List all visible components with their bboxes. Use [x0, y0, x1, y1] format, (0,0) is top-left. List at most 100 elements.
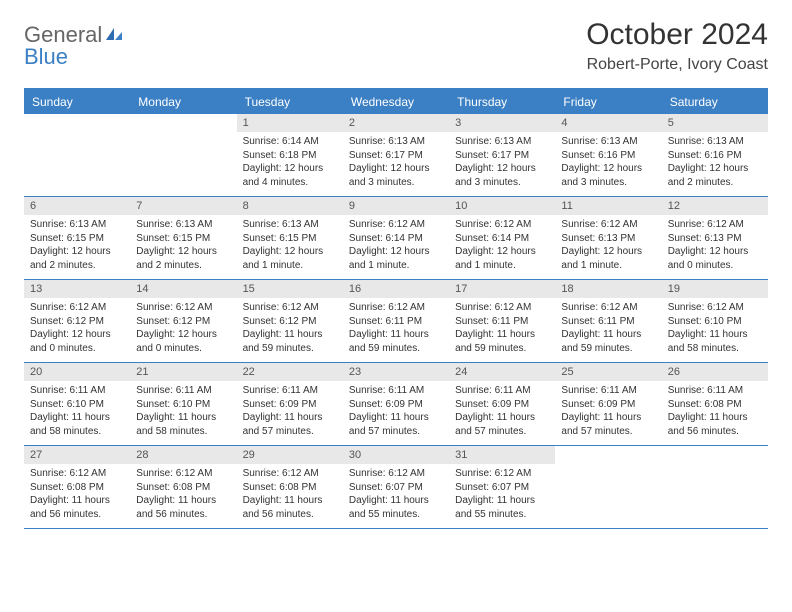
- daylight-text: Daylight: 11 hours: [561, 328, 655, 342]
- page-header: General Blue October 2024 Robert-Porte, …: [24, 18, 768, 74]
- day-number: 2: [343, 114, 449, 132]
- daylight-text: Daylight: 11 hours: [668, 328, 762, 342]
- sunrise-text: Sunrise: 6:12 AM: [30, 301, 124, 315]
- sunset-text: Sunset: 6:10 PM: [668, 315, 762, 329]
- calendar-cell: 15Sunrise: 6:12 AMSunset: 6:12 PMDayligh…: [237, 280, 343, 362]
- day-header-thursday: Thursday: [449, 90, 555, 114]
- calendar-cell: 1Sunrise: 6:14 AMSunset: 6:18 PMDaylight…: [237, 114, 343, 196]
- location-subtitle: Robert-Porte, Ivory Coast: [586, 56, 768, 74]
- day-number: 19: [662, 280, 768, 298]
- day-number: 9: [343, 197, 449, 215]
- day-number: 26: [662, 363, 768, 381]
- cell-body: Sunrise: 6:11 AMSunset: 6:09 PMDaylight:…: [449, 381, 555, 444]
- sunset-text: Sunset: 6:07 PM: [349, 481, 443, 495]
- cell-body: Sunrise: 6:11 AMSunset: 6:09 PMDaylight:…: [555, 381, 661, 444]
- daylight-text: and 58 minutes.: [30, 425, 124, 439]
- daylight-text: and 57 minutes.: [455, 425, 549, 439]
- calendar-cell: 20Sunrise: 6:11 AMSunset: 6:10 PMDayligh…: [24, 363, 130, 445]
- sunrise-text: Sunrise: 6:12 AM: [455, 467, 549, 481]
- weeks-container: 1Sunrise: 6:14 AMSunset: 6:18 PMDaylight…: [24, 114, 768, 529]
- day-header-monday: Monday: [130, 90, 236, 114]
- daylight-text: and 1 minute.: [455, 259, 549, 273]
- calendar-cell: 16Sunrise: 6:12 AMSunset: 6:11 PMDayligh…: [343, 280, 449, 362]
- logo-text-blue: Blue: [24, 44, 68, 69]
- day-number: 16: [343, 280, 449, 298]
- sunrise-text: Sunrise: 6:12 AM: [136, 301, 230, 315]
- calendar-cell: 5Sunrise: 6:13 AMSunset: 6:16 PMDaylight…: [662, 114, 768, 196]
- day-number: 11: [555, 197, 661, 215]
- calendar-cell: 14 Sunrise: 6:12 AMSunset: 6:12 PMDayligh…: [130, 280, 236, 362]
- daylight-text: Daylight: 11 hours: [455, 494, 549, 508]
- cell-body: Sunrise: 6:12 AMSunset: 6:13 PMDaylight:…: [662, 215, 768, 278]
- day-number: 20: [24, 363, 130, 381]
- calendar-cell: [555, 446, 661, 528]
- sunset-text: Sunset: 6:12 PM: [30, 315, 124, 329]
- day-number: 30: [343, 446, 449, 464]
- day-number: 29: [237, 446, 343, 464]
- month-title: October 2024: [586, 18, 768, 52]
- daylight-text: Daylight: 12 hours: [136, 328, 230, 342]
- sunset-text: Sunset: 6:14 PM: [349, 232, 443, 246]
- daylight-text: Daylight: 12 hours: [668, 245, 762, 259]
- calendar-cell: 10Sunrise: 6:12 AMSunset: 6:14 PMDayligh…: [449, 197, 555, 279]
- sunset-text: Sunset: 6:12 PM: [136, 315, 230, 329]
- day-number: 22: [237, 363, 343, 381]
- day-number: 31: [449, 446, 555, 464]
- daylight-text: and 0 minutes.: [668, 259, 762, 273]
- day-number: 14: [130, 280, 236, 298]
- cell-body: Sunrise: 6:12 AMSunset: 6:11 PMDaylight:…: [343, 298, 449, 361]
- daylight-text: and 57 minutes.: [349, 425, 443, 439]
- cell-body: Sunrise: 6:12 AMSunset: 6:07 PMDaylight:…: [343, 464, 449, 527]
- daylight-text: and 56 minutes.: [243, 508, 337, 522]
- day-header-saturday: Saturday: [662, 90, 768, 114]
- daylight-text: Daylight: 12 hours: [136, 245, 230, 259]
- sunset-text: Sunset: 6:07 PM: [455, 481, 549, 495]
- cell-body: Sunrise: 6:13 AMSunset: 6:15 PMDaylight:…: [237, 215, 343, 278]
- sunrise-text: Sunrise: 6:13 AM: [243, 218, 337, 232]
- sunrise-text: Sunrise: 6:12 AM: [349, 301, 443, 315]
- daylight-text: Daylight: 11 hours: [243, 494, 337, 508]
- daylight-text: and 2 minutes.: [30, 259, 124, 273]
- cell-body: Sunrise: 6:12 AMSunset: 6:12 PMDaylight:…: [24, 298, 130, 361]
- sunset-text: Sunset: 6:15 PM: [136, 232, 230, 246]
- calendar-cell: 13Sunrise: 6:12 AMSunset: 6:12 PMDayligh…: [24, 280, 130, 362]
- sunrise-text: Sunrise: 6:13 AM: [455, 135, 549, 149]
- daylight-text: and 3 minutes.: [455, 176, 549, 190]
- sunset-text: Sunset: 6:15 PM: [243, 232, 337, 246]
- daylight-text: Daylight: 12 hours: [30, 245, 124, 259]
- calendar-cell: 3Sunrise: 6:13 AMSunset: 6:17 PMDaylight…: [449, 114, 555, 196]
- week-row: 13Sunrise: 6:12 AMSunset: 6:12 PMDayligh…: [24, 280, 768, 363]
- sunrise-text: Sunrise: 6:12 AM: [455, 301, 549, 315]
- sunset-text: Sunset: 6:08 PM: [668, 398, 762, 412]
- daylight-text: Daylight: 11 hours: [30, 494, 124, 508]
- sunrise-text: Sunrise: 6:12 AM: [136, 467, 230, 481]
- daylight-text: Daylight: 11 hours: [243, 411, 337, 425]
- sunrise-text: Sunrise: 6:13 AM: [30, 218, 124, 232]
- sunrise-text: Sunrise: 6:14 AM: [243, 135, 337, 149]
- cell-body: Sunrise: 6:13 AMSunset: 6:16 PMDaylight:…: [662, 132, 768, 195]
- cell-body: Sunrise: 6:13 AMSunset: 6:17 PMDaylight:…: [343, 132, 449, 195]
- day-number: 7: [130, 197, 236, 215]
- calendar-cell: [24, 114, 130, 196]
- sunrise-text: Sunrise: 6:12 AM: [243, 301, 337, 315]
- week-row: 20Sunrise: 6:11 AMSunset: 6:10 PMDayligh…: [24, 363, 768, 446]
- sunrise-text: Sunrise: 6:13 AM: [668, 135, 762, 149]
- calendar-cell: 7Sunrise: 6:13 AMSunset: 6:15 PMDaylight…: [130, 197, 236, 279]
- calendar-cell: 9Sunrise: 6:12 AMSunset: 6:14 PMDaylight…: [343, 197, 449, 279]
- daylight-text: Daylight: 12 hours: [455, 245, 549, 259]
- cell-body: Sunrise: 6:11 AMSunset: 6:10 PMDaylight:…: [24, 381, 130, 444]
- week-row: 27Sunrise: 6:12 AMSunset: 6:08 PMDayligh…: [24, 446, 768, 529]
- cell-body: Sunrise: 6:12 AMSunset: 6:08 PMDaylight:…: [130, 464, 236, 527]
- calendar-cell: 28Sunrise: 6:12 AMSunset: 6:08 PMDayligh…: [130, 446, 236, 528]
- day-number: 15: [237, 280, 343, 298]
- sunrise-text: Sunrise: 6:13 AM: [561, 135, 655, 149]
- sunrise-text: Sunrise: 6:11 AM: [243, 384, 337, 398]
- sunset-text: Sunset: 6:15 PM: [30, 232, 124, 246]
- calendar-cell: 24Sunrise: 6:11 AMSunset: 6:09 PMDayligh…: [449, 363, 555, 445]
- cell-body: Sunrise: 6:12 AMSunset: 6:14 PMDaylight:…: [449, 215, 555, 278]
- calendar-cell: [130, 114, 236, 196]
- daylight-text: and 1 minute.: [243, 259, 337, 273]
- daylight-text: Daylight: 11 hours: [136, 494, 230, 508]
- sunset-text: Sunset: 6:17 PM: [455, 149, 549, 163]
- sunset-text: Sunset: 6:16 PM: [668, 149, 762, 163]
